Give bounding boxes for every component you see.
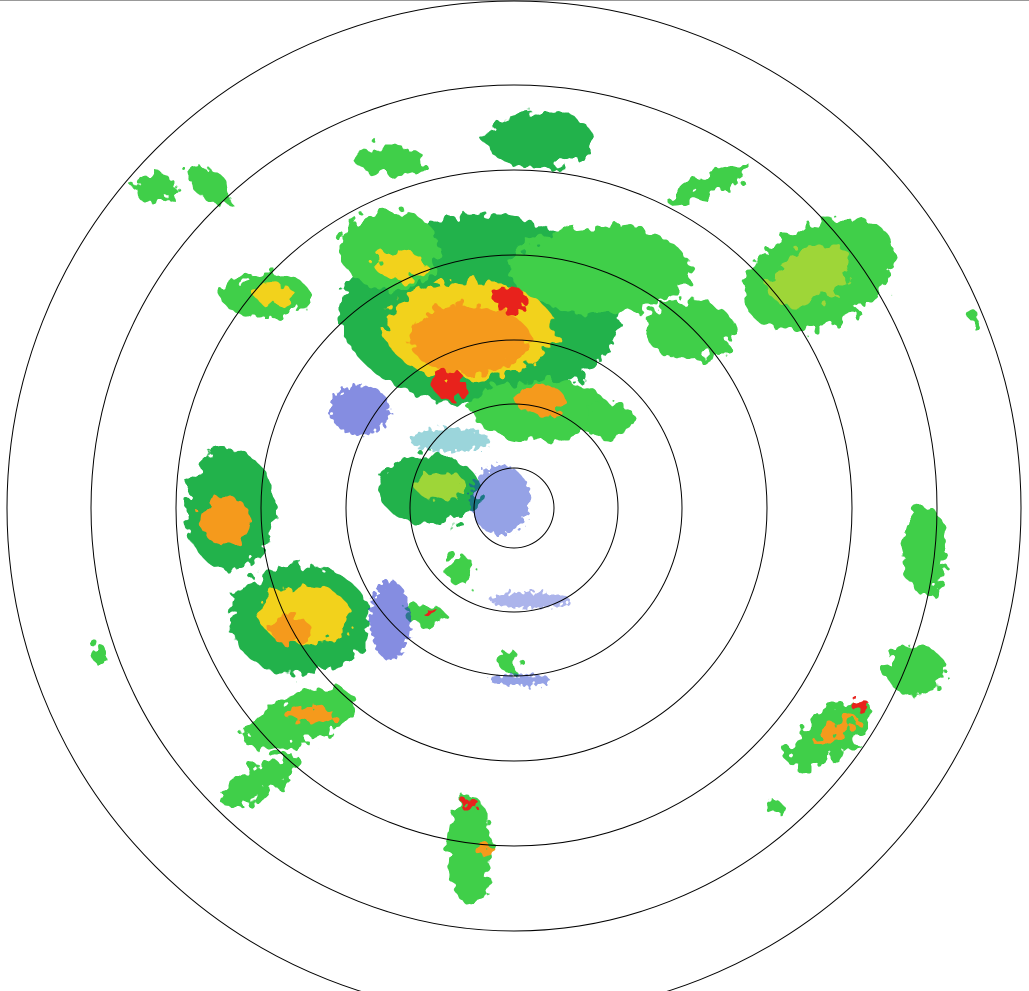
echo (490, 674, 550, 686)
echo (255, 285, 295, 305)
echo (475, 844, 495, 856)
echo (490, 592, 570, 608)
range-ring (260, 254, 768, 762)
echo (485, 112, 595, 168)
echo (424, 610, 440, 618)
echoes (91, 112, 981, 905)
echo (375, 250, 425, 280)
range-ring (90, 84, 938, 932)
echo (814, 714, 856, 746)
echo (850, 700, 870, 710)
range-ring (345, 339, 683, 677)
echo (370, 580, 410, 660)
clutter (330, 385, 570, 686)
echo (355, 145, 425, 175)
echo (767, 800, 783, 816)
echo (91, 644, 107, 664)
range-ring (409, 403, 619, 613)
echo (885, 645, 945, 695)
echo (515, 385, 565, 415)
echo (585, 402, 635, 438)
echo (330, 385, 390, 435)
echo (448, 795, 492, 905)
echo (767, 245, 853, 305)
echo (668, 163, 752, 207)
echo (285, 707, 335, 723)
echo (220, 754, 300, 806)
echo (969, 312, 981, 328)
echo (188, 165, 232, 205)
range-ring (6, 0, 1022, 991)
echo (133, 173, 177, 203)
echo (415, 470, 465, 500)
echo (445, 555, 475, 585)
echo (903, 505, 947, 595)
range-rings (6, 0, 1022, 991)
echo (410, 428, 490, 452)
echo (432, 371, 468, 399)
echo (200, 495, 250, 545)
echo (645, 300, 735, 360)
range-ring (473, 467, 555, 549)
range-ring (175, 169, 853, 847)
echo (470, 465, 530, 535)
echo (270, 615, 310, 645)
echo (498, 652, 522, 672)
echo (460, 799, 480, 811)
echo (494, 286, 526, 314)
